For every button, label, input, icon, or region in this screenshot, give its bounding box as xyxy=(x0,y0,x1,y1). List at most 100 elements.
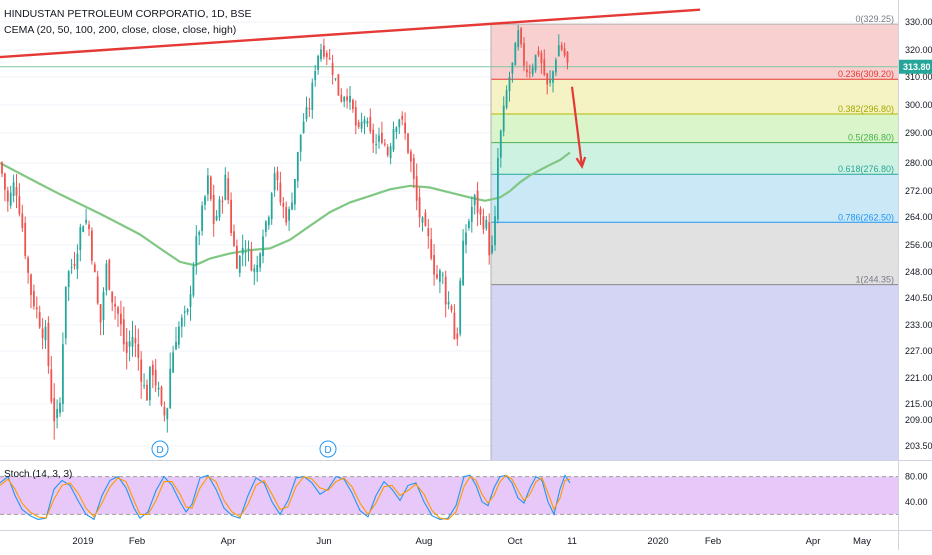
candle xyxy=(15,173,18,209)
candle xyxy=(433,244,435,286)
candle-body xyxy=(456,333,459,339)
candle-body xyxy=(265,221,267,232)
dividend-marker-circle xyxy=(151,440,169,458)
candle xyxy=(137,328,140,371)
stoch-axis-tick-label: 40.00 xyxy=(905,497,928,507)
candle-body xyxy=(253,268,256,272)
candle-body xyxy=(233,231,235,246)
candle xyxy=(372,123,375,153)
candle xyxy=(491,235,493,255)
last-price-tag-label: 313.80 xyxy=(903,62,931,72)
candle-body xyxy=(151,364,154,376)
candle-body xyxy=(218,199,221,218)
candle-body xyxy=(236,245,238,269)
candle-body xyxy=(331,62,334,75)
candle-body xyxy=(363,119,366,124)
candle-body xyxy=(334,78,337,80)
candle xyxy=(62,332,64,412)
candle-body xyxy=(415,176,418,201)
candle xyxy=(134,325,137,358)
candle-body xyxy=(439,270,441,282)
candle-body xyxy=(221,200,224,202)
candle xyxy=(215,210,218,222)
candle-body xyxy=(146,384,148,401)
candle xyxy=(1,161,3,178)
candle xyxy=(563,42,566,58)
candle xyxy=(328,49,331,60)
fib-zone xyxy=(491,142,898,175)
candle-body xyxy=(166,408,169,420)
candle-body xyxy=(485,220,488,229)
candle xyxy=(262,229,264,264)
candle-body xyxy=(215,215,218,221)
candle-body xyxy=(360,121,363,129)
candle xyxy=(360,112,363,133)
candle-body xyxy=(479,208,482,215)
fib-zone xyxy=(491,113,898,143)
candle xyxy=(166,407,169,433)
candle xyxy=(33,284,35,310)
candle xyxy=(299,134,302,162)
candle-body xyxy=(320,49,322,60)
price-axis-tick-label: 215.00 xyxy=(905,399,932,409)
candle xyxy=(221,196,224,214)
candle xyxy=(497,147,499,224)
candle-body xyxy=(35,307,38,310)
candle-body xyxy=(314,71,317,81)
candle-body xyxy=(160,386,163,405)
candle-body xyxy=(482,216,485,230)
candle-body xyxy=(273,173,276,191)
candle xyxy=(523,37,525,72)
candle xyxy=(282,196,285,219)
candle xyxy=(320,43,322,62)
price-axis-tick-label: 290.00 xyxy=(905,128,932,138)
candle-body xyxy=(270,193,273,220)
candle xyxy=(514,41,517,66)
candle xyxy=(540,50,543,74)
price-axis-tick-label: 272.00 xyxy=(905,186,932,196)
candle xyxy=(534,54,537,73)
candle-body xyxy=(444,276,447,305)
candle-body xyxy=(465,232,467,245)
candle-body xyxy=(93,264,96,273)
time-axis-tick-label: 2020 xyxy=(647,536,668,547)
candle-body xyxy=(276,171,279,181)
candle-body xyxy=(311,82,314,110)
candle-body xyxy=(418,197,421,218)
dividend-marker-label: D xyxy=(156,445,163,456)
candle xyxy=(259,251,261,272)
candle xyxy=(349,86,351,110)
candle xyxy=(122,306,125,352)
candle xyxy=(236,239,238,269)
candle-body xyxy=(189,293,192,307)
candle xyxy=(369,108,372,135)
candle-body xyxy=(88,224,90,230)
time-axis-tick-label: Feb xyxy=(129,536,145,547)
candle xyxy=(453,304,456,340)
candle xyxy=(140,351,143,399)
candle-body xyxy=(128,341,131,347)
candle xyxy=(468,218,470,231)
candle xyxy=(183,305,186,327)
candle-body xyxy=(323,45,325,57)
candle xyxy=(357,119,360,129)
candle xyxy=(178,321,180,349)
candle-body xyxy=(198,232,201,236)
fib-zone xyxy=(491,222,898,285)
price-axis-tick-label: 209.00 xyxy=(905,415,932,425)
candle xyxy=(450,304,453,313)
candle xyxy=(404,112,406,140)
candle-body xyxy=(178,326,180,345)
candle-body xyxy=(4,173,6,190)
candle xyxy=(311,78,314,119)
candle xyxy=(27,255,29,284)
candle-body xyxy=(531,67,534,75)
candle-body xyxy=(64,286,67,339)
candle xyxy=(102,287,105,336)
candle xyxy=(546,72,549,95)
last-price-tag: 313.80 xyxy=(899,59,932,74)
candle-body xyxy=(560,44,563,50)
candle xyxy=(543,49,546,77)
candle-body xyxy=(250,250,253,271)
